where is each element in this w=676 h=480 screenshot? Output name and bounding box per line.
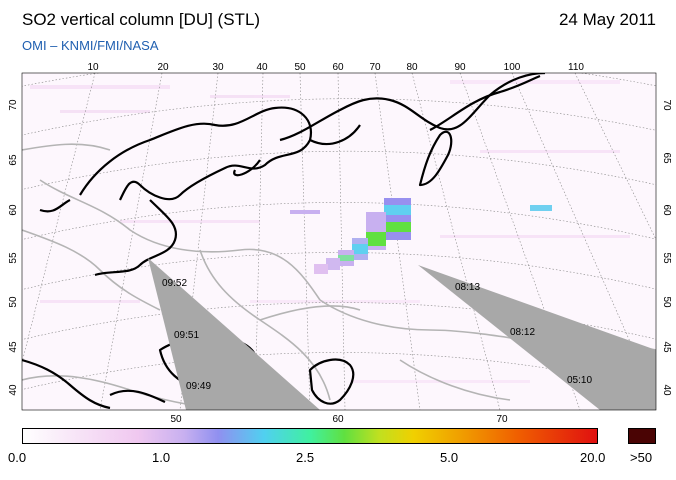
so2-plume [290,198,552,274]
lat-label: 55 [8,252,19,264]
lat-label: 50 [8,296,19,308]
yamal-coast [429,74,541,131]
lon-label: 40 [256,62,268,73]
orbit-time-label: 09:51 [174,330,199,341]
lon-label: 70 [369,62,381,73]
data-source: OMI – KNMI/FMI/NASA [22,38,159,53]
balkan-coast [109,389,166,403]
white-sea-coast [233,159,261,177]
colorbar [22,428,598,444]
lon-label: 70 [496,414,508,425]
lon-label: 10 [87,62,99,73]
lat-label: 55 [661,252,672,264]
lon-label: 60 [332,62,344,73]
lat-label: 40 [661,384,672,396]
lon-label: 60 [332,414,344,425]
swath-east [418,265,656,410]
bottom-lon-labels: 50 60 70 [170,414,508,425]
colorbar-overflow-label: >50 [630,450,653,465]
lat-label: 40 [8,384,19,396]
kola-coast [309,124,361,146]
lat-label: 70 [661,99,672,111]
lon-label: 80 [406,62,418,73]
map-date: 24 May 2011 [558,10,656,29]
arctic-coast [279,73,546,142]
novaya-zemlya [418,130,453,187]
lon-label: 20 [157,62,169,73]
left-lat-labels: 70 65 60 55 50 45 40 [8,99,19,396]
lon-label: 90 [454,62,466,73]
map-title: SO2 vertical column [DU] (STL) [22,10,261,29]
lat-label: 60 [8,204,19,216]
colorbar-label: 20.0 [580,450,606,465]
lat-label: 45 [661,341,672,353]
colorbar-overflow-swatch [628,428,656,444]
swath-west [148,258,320,410]
top-lon-labels: 10 20 30 40 50 60 70 80 90 100 110 [87,62,584,73]
colorbar-label: 0.0 [8,450,27,465]
orbit-times: 09:52 09:51 09:49 08:13 08:12 05:10 [162,278,592,392]
mediterranean-coast [22,358,111,410]
lat-label: 60 [661,204,672,216]
baltic-coast [94,199,178,277]
colorbar-label: 2.5 [296,450,315,465]
colorbar-label: 5.0 [440,450,459,465]
orbit-time-label: 08:12 [510,327,535,338]
orbit-time-label: 05:10 [567,375,592,386]
lat-label: 65 [661,152,672,164]
map-area: 09:52 09:51 09:49 08:13 08:12 05:10 [22,73,656,410]
lon-label: 110 [568,62,584,73]
orbit-time-label: 09:52 [162,278,187,289]
lat-label: 70 [8,99,19,111]
lat-label: 50 [661,296,672,308]
no-data-swaths [148,258,656,410]
lon-label: 50 [294,62,306,73]
lon-label: 50 [170,414,182,425]
lon-label: 30 [212,62,224,73]
graticule [22,73,656,410]
map-frame [21,72,657,411]
lon-label: 100 [504,62,521,73]
orbit-time-label: 08:13 [455,282,480,293]
right-lat-labels: 70 65 60 55 50 45 40 [661,99,672,396]
orbit-time-label: 09:49 [186,381,211,392]
lat-label: 65 [8,154,19,166]
scandinavia-coast [79,106,313,201]
caspian-sea [308,358,355,405]
lat-label: 45 [8,341,19,353]
north-sea-coast [39,199,71,213]
so2-map: 09:52 09:51 09:49 08:13 08:12 05:10 10 2… [8,62,672,425]
colorbar-label: 1.0 [152,450,171,465]
